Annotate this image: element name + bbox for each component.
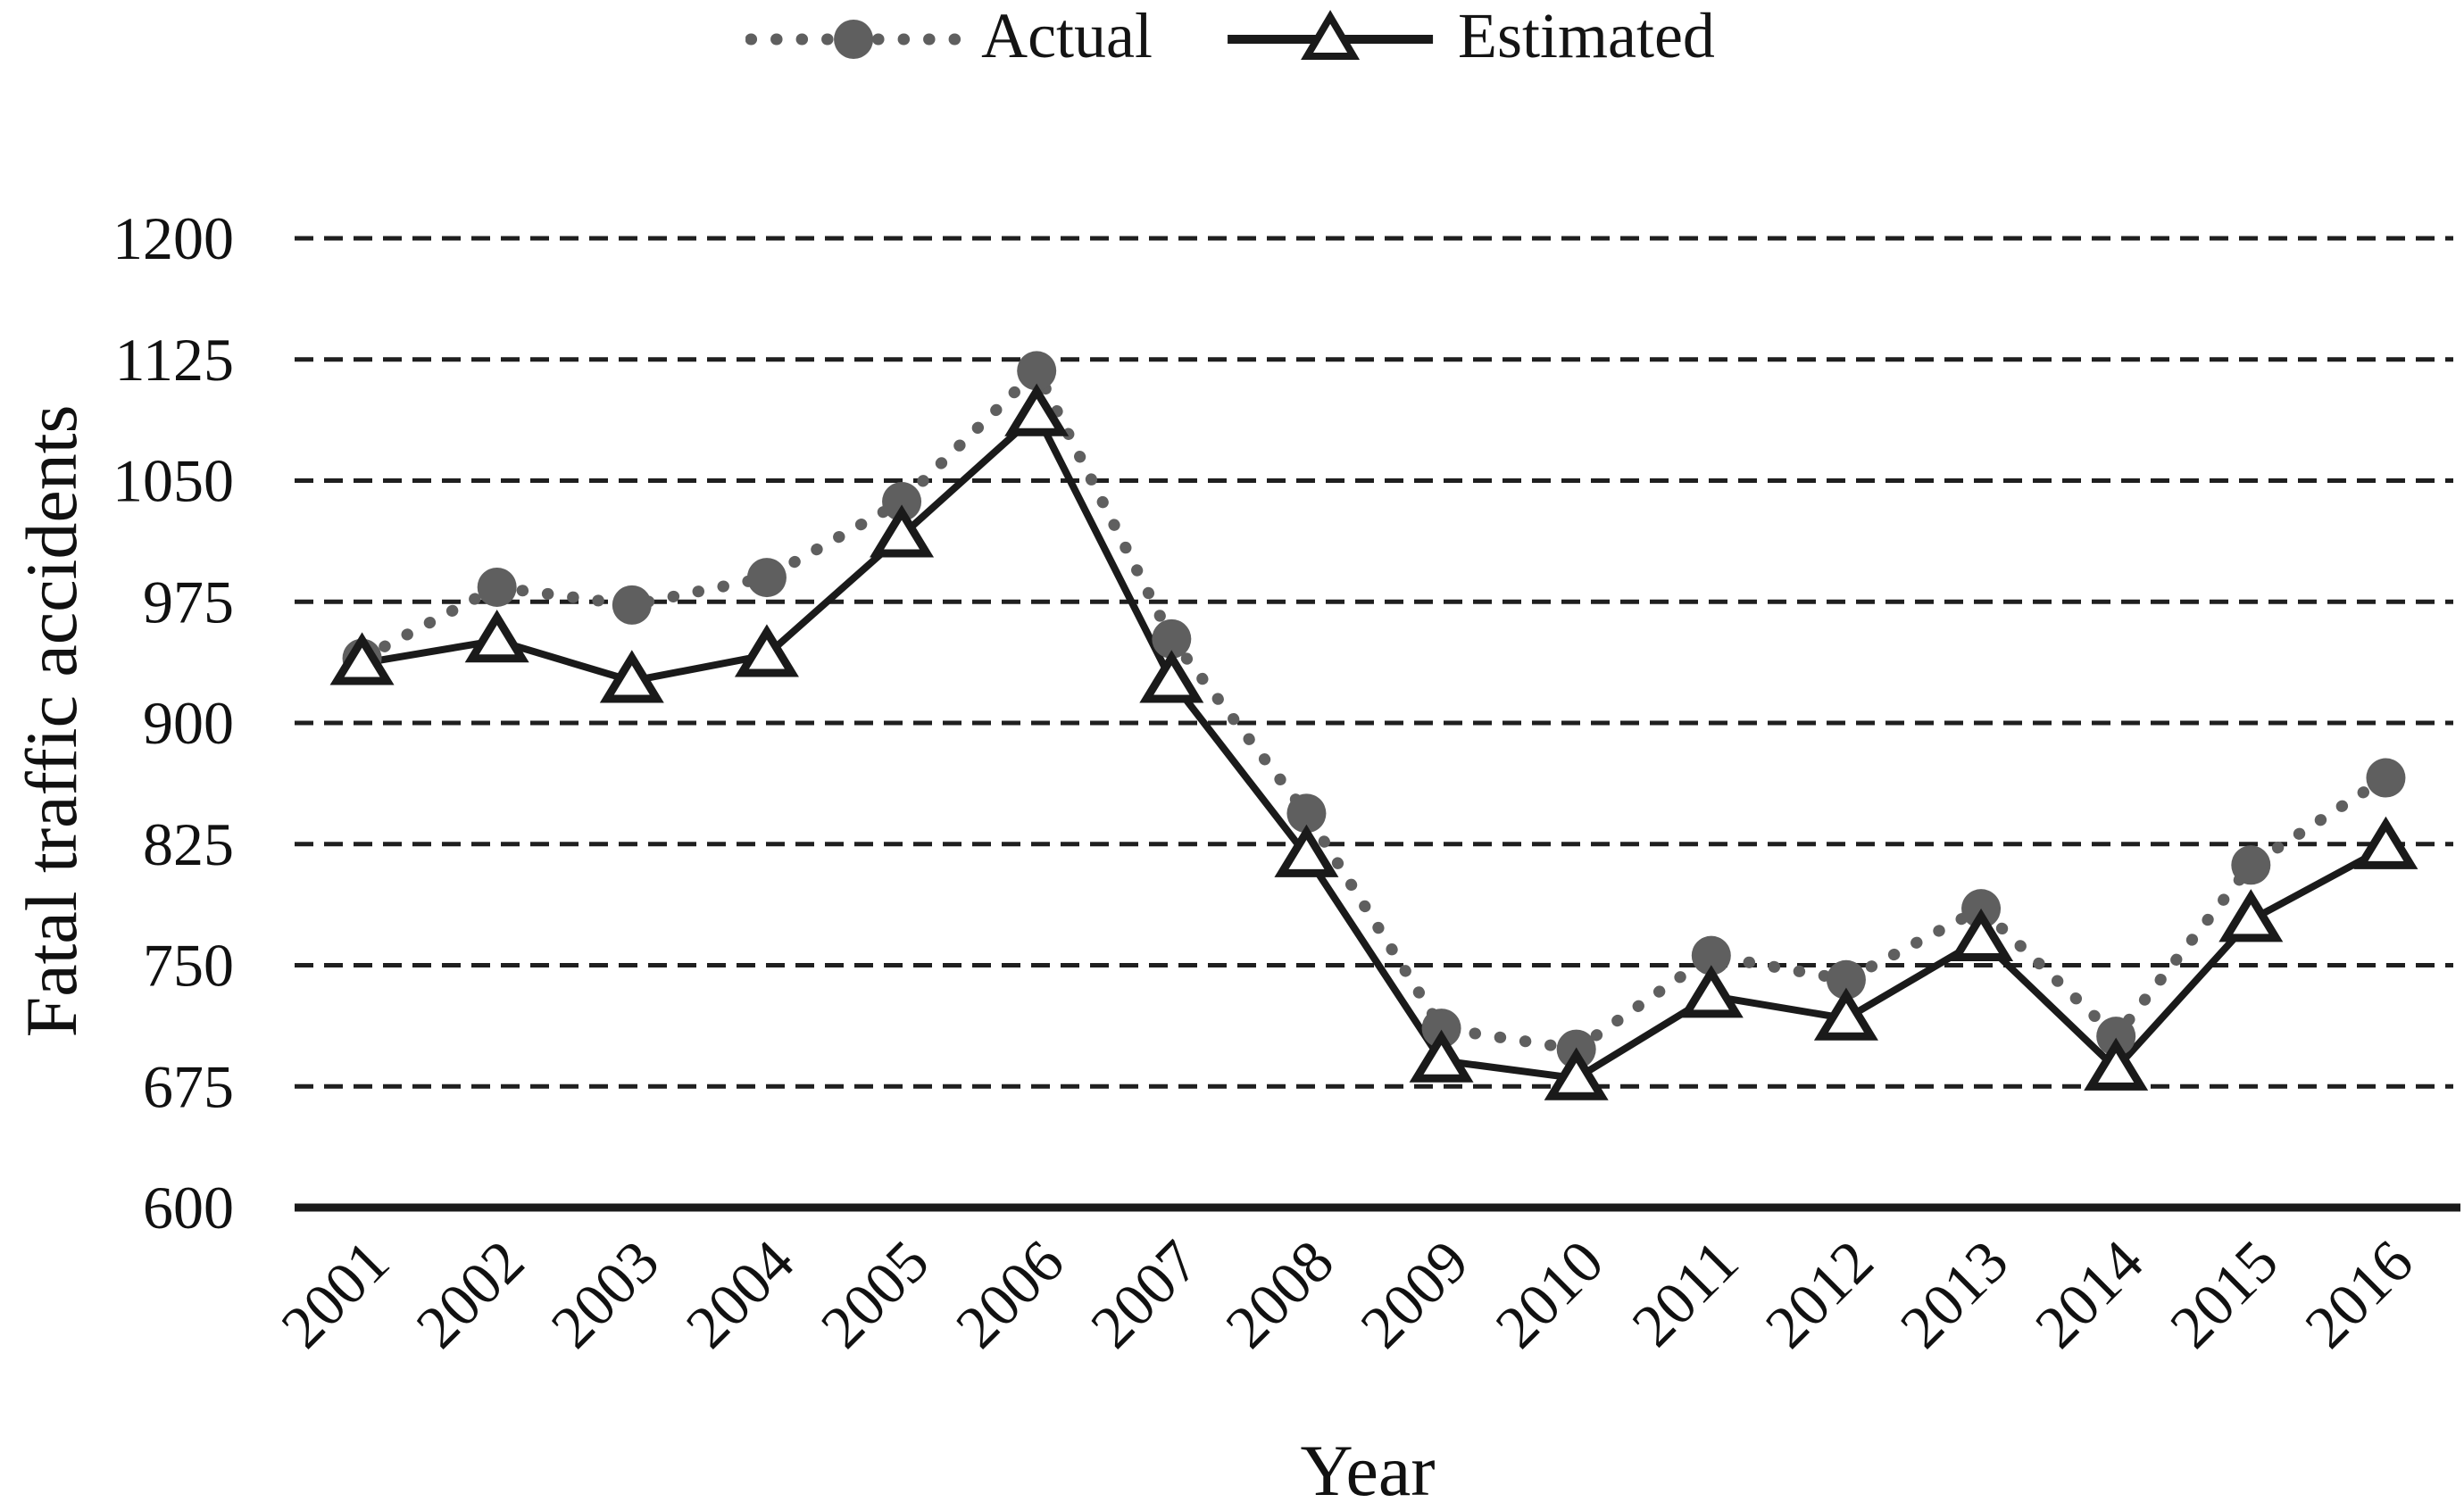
marker-actual-2004: [746, 558, 787, 598]
y-tick-label-825: 825: [143, 810, 234, 878]
marker-actual-2002: [477, 567, 517, 607]
x-tick-label-2013: 2013: [1887, 1227, 2021, 1361]
y-tick-label-975: 975: [143, 568, 234, 635]
marker-actual-2009: [1421, 1009, 1461, 1049]
x-tick-label-2001: 2001: [268, 1227, 402, 1361]
marker-actual-2011: [1691, 935, 1731, 976]
estimated-series-marker-icon: [1227, 10, 1433, 60]
x-tick-label-2011: 2011: [1619, 1227, 1751, 1359]
legend-label-actual: Actual: [981, 0, 1153, 71]
marker-estimated-2006: [1004, 383, 1070, 436]
marker-actual-2014: [2096, 1017, 2136, 1057]
marker-estimated-2008: [1274, 824, 1339, 877]
marker-estimated-2012: [1813, 987, 1878, 1041]
marker-actual-2007: [1152, 619, 1192, 659]
marker-actual-2008: [1286, 793, 1327, 834]
x-tick-label-2002: 2002: [403, 1227, 537, 1361]
marker-actual-2015: [2231, 845, 2271, 885]
marker-actual-2003: [612, 585, 652, 625]
legend-item-actual: Actual: [745, 4, 1153, 73]
x-tick-label-2007: 2007: [1078, 1227, 1211, 1361]
marker-estimated-2007: [1139, 650, 1204, 703]
y-tick-label-1050: 1050: [112, 447, 234, 515]
marker-estimated-2011: [1678, 965, 1744, 1018]
series-line-actual: [356, 364, 2392, 1056]
x-tick-label-2005: 2005: [808, 1227, 942, 1361]
y-tick-label-675: 675: [143, 1052, 234, 1120]
x-tick-label-2010: 2010: [1482, 1227, 1616, 1361]
marker-estimated-2016: [2353, 816, 2418, 869]
x-tick-label-2016: 2016: [2292, 1227, 2426, 1361]
x-tick-label-2006: 2006: [943, 1227, 1077, 1361]
x-tick-label-2008: 2008: [1212, 1227, 1346, 1361]
y-tick-label-750: 750: [143, 932, 234, 1000]
marker-estimated-2013: [1949, 908, 2014, 962]
y-tick-label-900: 900: [143, 689, 234, 757]
y-tick-label-600: 600: [143, 1174, 234, 1241]
marker-estimated-2009: [1409, 1029, 1474, 1083]
x-axis-title: Year: [1300, 1430, 1436, 1511]
marker-estimated-2010: [1544, 1047, 1609, 1100]
marker-actual-2006: [1017, 351, 1057, 391]
marker-estimated-2003: [599, 650, 664, 703]
actual-series-marker-icon: [745, 20, 962, 59]
marker-estimated-2001: [329, 632, 395, 685]
y-axis-title: Fatal traffic accidents: [11, 404, 92, 1038]
x-tick-label-2009: 2009: [1347, 1227, 1481, 1361]
y-tick-label-1200: 1200: [112, 204, 234, 272]
marker-estimated-2004: [734, 624, 799, 677]
marker-actual-2005: [882, 482, 922, 522]
marker-estimated-2002: [464, 610, 529, 663]
x-tick-label-2003: 2003: [538, 1227, 672, 1361]
x-tick-label-2012: 2012: [1752, 1227, 1886, 1361]
marker-estimated-2014: [2084, 1037, 2149, 1091]
marker-estimated-2005: [870, 504, 935, 558]
y-tick-label-1125: 1125: [115, 326, 234, 394]
marker-actual-2012: [1826, 959, 1866, 1000]
x-tick-label-2004: 2004: [673, 1227, 807, 1361]
legend: Actual Estimated: [745, 4, 1715, 73]
marker-actual-2016: [2366, 758, 2406, 798]
marker-estimated-2015: [2218, 889, 2284, 942]
x-tick-label-2014: 2014: [2022, 1227, 2156, 1361]
legend-item-estimated: Estimated: [1222, 4, 1715, 73]
series-line-estimated: [361, 411, 2388, 1083]
estimated-triangle-marker: [1300, 10, 1361, 60]
x-tick-label-2015: 2015: [2157, 1227, 2291, 1361]
legend-label-estimated: Estimated: [1457, 0, 1715, 71]
actual-circle-marker: [834, 20, 874, 59]
